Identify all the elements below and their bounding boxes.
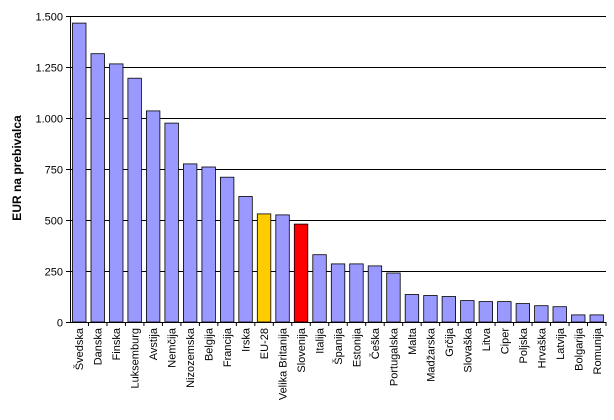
bar-23 (478, 301, 494, 323)
category-label: Estonija (351, 327, 363, 367)
category-label: Madžarska (425, 327, 437, 382)
bar-5 (145, 110, 161, 323)
bar-8 (201, 166, 216, 323)
bar-13 (293, 223, 309, 323)
category-label: Slovenija (296, 327, 308, 373)
bar-11 (256, 213, 272, 323)
bar-14 (312, 254, 327, 323)
y-tick-label: 1.000 (35, 114, 63, 126)
bar-24 (497, 301, 512, 323)
bar-15 (330, 263, 346, 323)
bar-29 (589, 314, 604, 323)
bar-6 (164, 122, 179, 323)
category-label: Italija (315, 327, 327, 354)
category-label: Nizozemska (185, 327, 197, 388)
category-label: Grčija (444, 327, 456, 357)
y-axis-label: EUR na prebivalca (10, 115, 24, 221)
bar-19 (404, 294, 420, 323)
category-label: Latvija (555, 327, 567, 360)
category-labels: Švedska Danska Finska Luksemburg Avstija Nemč… (73, 327, 604, 400)
category-label: Hrvaška (536, 327, 548, 368)
category-label: Belgija (204, 327, 216, 361)
bar-10 (238, 196, 253, 323)
category-label: Irska (241, 327, 253, 352)
category-label: Ciper (499, 328, 511, 355)
bar-25 (515, 303, 530, 323)
category-label: Luksemburg (130, 328, 142, 389)
category-label: Poljska (518, 327, 530, 363)
category-label: Španija (332, 327, 345, 365)
bar-12 (275, 214, 290, 323)
bar-2 (90, 53, 105, 323)
bar-21 (441, 296, 457, 323)
bars (72, 22, 604, 323)
y-tick-label: 750 (45, 165, 63, 177)
category-label: Velika Britanija (278, 327, 290, 400)
y-tick-label: 250 (45, 267, 63, 279)
bar-26 (534, 305, 549, 323)
category-label: Avstija (148, 327, 160, 360)
bar-9 (219, 176, 235, 323)
category-label: Romunija (592, 327, 604, 374)
y-tick-label: 500 (45, 216, 63, 228)
category-label: Nemčija (167, 327, 179, 368)
y-tick-labels: 0 250 500 750 1.000 1.250 1.500 (35, 12, 63, 330)
category-label: EU-28 (259, 328, 271, 359)
bar-18 (386, 272, 401, 323)
category-label: Francija (222, 327, 234, 367)
category-label: Slovaška (462, 327, 474, 373)
bar-27 (552, 306, 567, 323)
category-label: Finska (111, 327, 123, 360)
category-label: Švedska (73, 327, 86, 370)
bar-16 (349, 263, 364, 323)
axes (66, 16, 607, 326)
bar-17 (367, 265, 383, 323)
bar-22 (460, 300, 475, 323)
bar-3 (109, 63, 124, 323)
bar-4 (127, 77, 142, 323)
y-tick-label: 0 (57, 318, 63, 330)
bar-1 (72, 22, 87, 323)
category-label: Malta (407, 327, 419, 355)
category-label: Portugalska (388, 327, 400, 386)
y-tick-label: 1.500 (35, 12, 63, 24)
y-tick-label: 1.250 (35, 63, 63, 75)
category-label: Danska (93, 327, 105, 365)
bar-7 (182, 163, 198, 323)
bar-28 (571, 314, 586, 323)
category-label: Litva (481, 327, 493, 351)
category-label: Češka (369, 327, 382, 359)
bar-20 (423, 295, 438, 323)
category-label: Bolgarija (573, 327, 585, 371)
